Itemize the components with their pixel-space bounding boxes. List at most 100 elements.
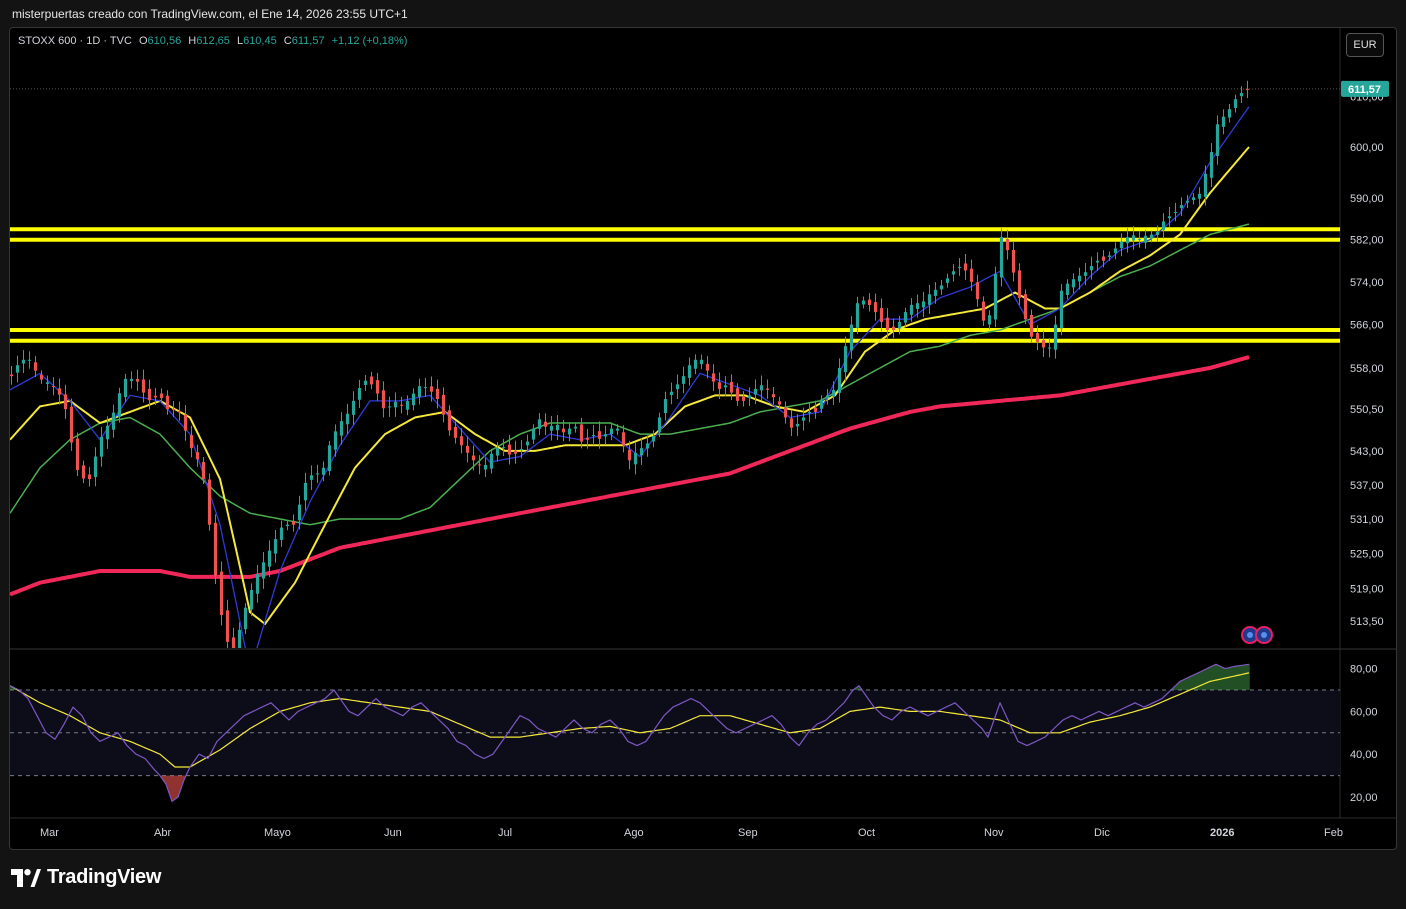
price-tick-label: 566,00	[1350, 320, 1384, 332]
candle-body	[10, 374, 14, 377]
candle-body	[639, 448, 644, 456]
candle-body	[681, 376, 686, 384]
symbol-label[interactable]: STOXX 600 · 1D · TVC	[18, 35, 132, 47]
time-axis-label: Jul	[498, 827, 512, 839]
candle-body	[1245, 89, 1250, 91]
candle-body	[885, 317, 890, 330]
candle-body	[831, 389, 836, 397]
candle-body	[63, 394, 68, 410]
candle-body	[507, 444, 512, 455]
price-chart[interactable]: 513,50 519,00 525,00 531,00 537,00 543,00 550,…	[10, 28, 1396, 849]
time-axis-label: Mar	[40, 827, 59, 839]
candle-body	[405, 400, 410, 410]
price-tick-label: 558,00	[1350, 363, 1384, 375]
candle-body	[1083, 272, 1088, 276]
candle-body	[345, 413, 350, 425]
candle-body	[993, 273, 998, 320]
candle-body	[837, 367, 842, 393]
candle-body	[51, 385, 56, 387]
candle-body	[693, 359, 698, 369]
sma-200-line	[10, 355, 1250, 597]
candle-body	[333, 431, 338, 450]
candle-body	[813, 407, 818, 412]
candle-body	[1041, 340, 1046, 348]
candle-body	[183, 414, 188, 431]
candle-body	[369, 376, 374, 385]
close-label: C	[283, 35, 292, 47]
candle-body	[999, 237, 1004, 278]
candle-body	[15, 365, 20, 373]
candle-body	[861, 300, 866, 305]
time-axis-label: Dic	[1094, 827, 1110, 839]
candle-body	[495, 448, 500, 456]
candle-body	[687, 365, 692, 378]
candle-body	[765, 388, 770, 390]
candle-body	[297, 504, 302, 521]
candle-body	[933, 289, 938, 296]
candle-body	[1137, 238, 1142, 240]
price-tick-label: 525,00	[1350, 549, 1384, 561]
candle-body	[675, 384, 680, 390]
rsi-overbought-fill	[10, 664, 1250, 690]
sma-50-line	[10, 223, 1250, 526]
candle-body	[447, 410, 452, 431]
candle-body	[441, 394, 446, 415]
candle-body	[501, 447, 506, 449]
last-price-tag	[1341, 80, 1389, 97]
candle-body	[201, 461, 206, 480]
candle-body	[657, 417, 662, 433]
candle-body	[1227, 109, 1232, 118]
candle-body	[1029, 314, 1034, 337]
candle-body	[219, 571, 224, 616]
candle-body	[327, 445, 332, 472]
candle-body	[1107, 255, 1112, 257]
candle-body	[591, 435, 596, 437]
high-label: H	[188, 35, 197, 47]
candle-body	[867, 299, 872, 305]
candle-body	[891, 326, 896, 330]
candle-body	[1131, 235, 1136, 241]
candle-body	[903, 312, 908, 323]
candle-body	[1077, 275, 1082, 282]
candle-body	[255, 573, 260, 594]
candle-body	[165, 395, 170, 410]
candle-body	[873, 302, 878, 313]
ema-mid-line	[10, 146, 1250, 625]
candle-body	[645, 443, 650, 449]
candle-body	[597, 431, 602, 439]
candle-body	[387, 406, 392, 408]
time-axis-label: 2026	[1210, 827, 1234, 839]
tradingview-logo[interactable]: TradingView	[11, 866, 161, 889]
price-tick-label: 513,50	[1350, 616, 1384, 628]
candle-body	[981, 301, 986, 321]
price-tick-label: 574,00	[1350, 277, 1384, 289]
chart-caption: misterpuertas creado con TradingView.com…	[12, 7, 408, 21]
candle-body	[117, 393, 122, 418]
time-axis-label: Jun	[384, 827, 402, 839]
candle-body	[1203, 173, 1208, 198]
candle-body	[459, 436, 464, 446]
change-value: +1,12 (+0,18%)	[331, 35, 408, 47]
candle-body	[315, 473, 320, 475]
last-price-tag-label: 611,57	[1348, 84, 1381, 96]
candle-body	[573, 426, 578, 429]
candle-body	[1011, 250, 1016, 273]
candle-body	[753, 388, 758, 395]
candle-body	[879, 308, 884, 322]
candle-body	[435, 388, 440, 400]
candle-body	[1059, 290, 1064, 329]
candle-body	[141, 379, 146, 393]
candle-body	[531, 428, 536, 440]
candle-body	[603, 434, 608, 437]
candle-body	[1179, 205, 1184, 209]
candle-body	[309, 475, 314, 480]
candle-body	[231, 637, 236, 648]
candle-body	[99, 436, 104, 457]
candle-body	[975, 282, 980, 300]
currency-button[interactable]: EUR	[1346, 33, 1384, 57]
candle-body	[123, 378, 128, 398]
candle-body	[747, 395, 752, 399]
candle-body	[609, 428, 614, 435]
candle-body	[735, 388, 740, 401]
candle-body	[81, 465, 86, 479]
